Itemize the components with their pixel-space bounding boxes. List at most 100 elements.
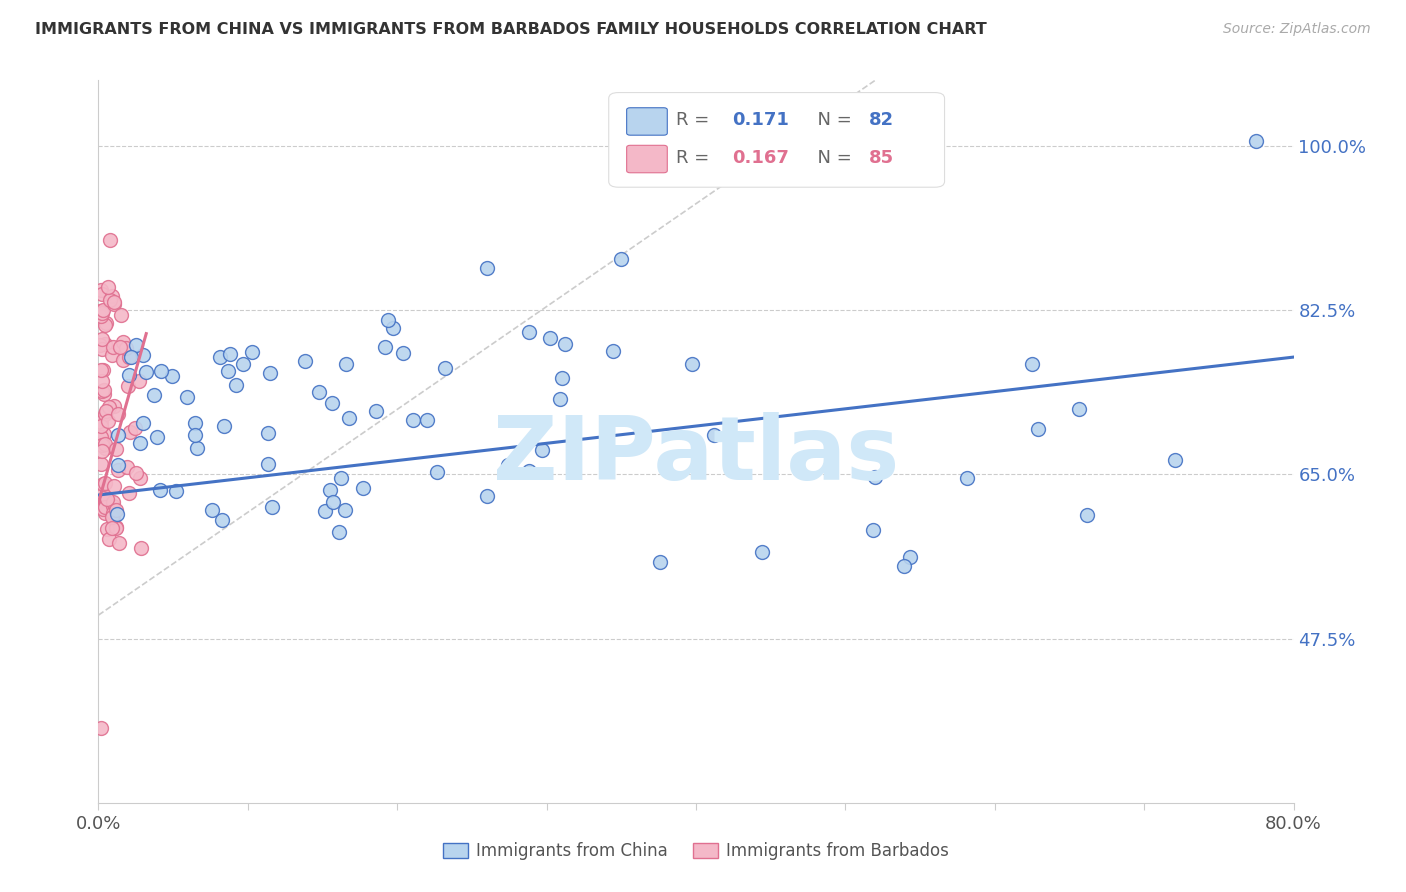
Point xyxy=(93,427,115,442)
Point xyxy=(91,303,114,318)
Point xyxy=(118,425,141,439)
Point xyxy=(115,460,138,475)
Text: Source: ZipAtlas.com: Source: ZipAtlas.com xyxy=(1223,22,1371,37)
FancyBboxPatch shape xyxy=(627,145,668,173)
Point xyxy=(1164,453,1187,467)
FancyBboxPatch shape xyxy=(627,108,668,136)
Point xyxy=(548,392,571,407)
Point xyxy=(335,503,357,517)
Point xyxy=(91,487,114,501)
Point xyxy=(893,559,915,574)
Point xyxy=(257,425,280,440)
Point xyxy=(129,541,152,556)
Point xyxy=(93,442,115,456)
Point xyxy=(103,295,125,310)
Point xyxy=(308,384,330,399)
Point xyxy=(184,416,207,430)
Point xyxy=(135,365,157,379)
Point xyxy=(90,416,112,430)
Point xyxy=(90,283,112,297)
Point xyxy=(91,437,114,451)
Point xyxy=(93,383,115,397)
Point xyxy=(91,374,114,388)
Point xyxy=(94,437,117,451)
Point xyxy=(128,374,150,388)
Point xyxy=(1069,402,1091,417)
Point xyxy=(103,478,125,492)
Point xyxy=(101,499,124,513)
Point xyxy=(90,429,112,443)
Point xyxy=(475,489,498,503)
Point xyxy=(337,411,360,425)
Point xyxy=(517,464,540,478)
Point xyxy=(1026,422,1049,436)
Point xyxy=(751,545,773,559)
Point xyxy=(94,506,117,520)
Point xyxy=(124,466,146,480)
Point xyxy=(128,436,150,450)
Point xyxy=(319,483,342,497)
Point xyxy=(89,337,111,351)
Point xyxy=(259,366,281,380)
Point xyxy=(681,357,703,371)
Point xyxy=(132,348,155,362)
Point xyxy=(104,442,127,457)
Point xyxy=(107,458,129,472)
Point xyxy=(104,521,127,535)
Point xyxy=(214,418,236,433)
Point xyxy=(101,510,124,524)
Point xyxy=(602,343,624,358)
Point xyxy=(956,471,979,485)
Point xyxy=(94,316,117,330)
Text: 0.171: 0.171 xyxy=(733,111,789,129)
FancyBboxPatch shape xyxy=(609,93,945,187)
Point xyxy=(176,391,198,405)
Point xyxy=(132,417,155,431)
Point xyxy=(374,340,396,354)
Point xyxy=(183,427,205,442)
Point xyxy=(381,321,404,335)
Point xyxy=(531,442,554,457)
Point xyxy=(110,308,132,322)
Point xyxy=(91,306,114,320)
Point xyxy=(225,378,247,392)
Point xyxy=(101,521,124,535)
Text: ZIPatlas: ZIPatlas xyxy=(494,412,898,500)
Point xyxy=(517,325,540,339)
Text: 0.167: 0.167 xyxy=(733,149,789,167)
Point xyxy=(125,338,148,352)
Point xyxy=(702,428,724,442)
Point xyxy=(402,413,425,427)
Text: N =: N = xyxy=(806,111,858,129)
Point xyxy=(186,441,208,455)
Point xyxy=(426,465,449,479)
Point xyxy=(329,471,352,485)
Point xyxy=(93,387,115,401)
Point xyxy=(217,364,239,378)
Point xyxy=(91,332,114,346)
Point xyxy=(90,384,112,398)
Point xyxy=(117,379,139,393)
Point xyxy=(898,549,921,564)
Point xyxy=(257,457,280,471)
Point xyxy=(328,525,350,540)
Text: IMMIGRANTS FROM CHINA VS IMMIGRANTS FROM BARBADOS FAMILY HOUSEHOLDS CORRELATION : IMMIGRANTS FROM CHINA VS IMMIGRANTS FROM… xyxy=(35,22,987,37)
Point xyxy=(377,313,399,327)
Point xyxy=(107,428,129,442)
Point xyxy=(98,293,121,307)
Point xyxy=(107,462,129,476)
Text: R =: R = xyxy=(676,149,714,167)
Point xyxy=(496,458,519,473)
Point xyxy=(149,483,172,498)
Point xyxy=(101,509,124,524)
Point xyxy=(94,407,117,421)
Point xyxy=(201,503,224,517)
Point xyxy=(118,368,141,383)
Point xyxy=(129,471,152,485)
Point xyxy=(91,287,114,301)
Point xyxy=(219,346,242,360)
Point xyxy=(96,492,118,507)
Point xyxy=(160,368,183,383)
Point xyxy=(90,309,112,323)
Point xyxy=(107,407,129,421)
